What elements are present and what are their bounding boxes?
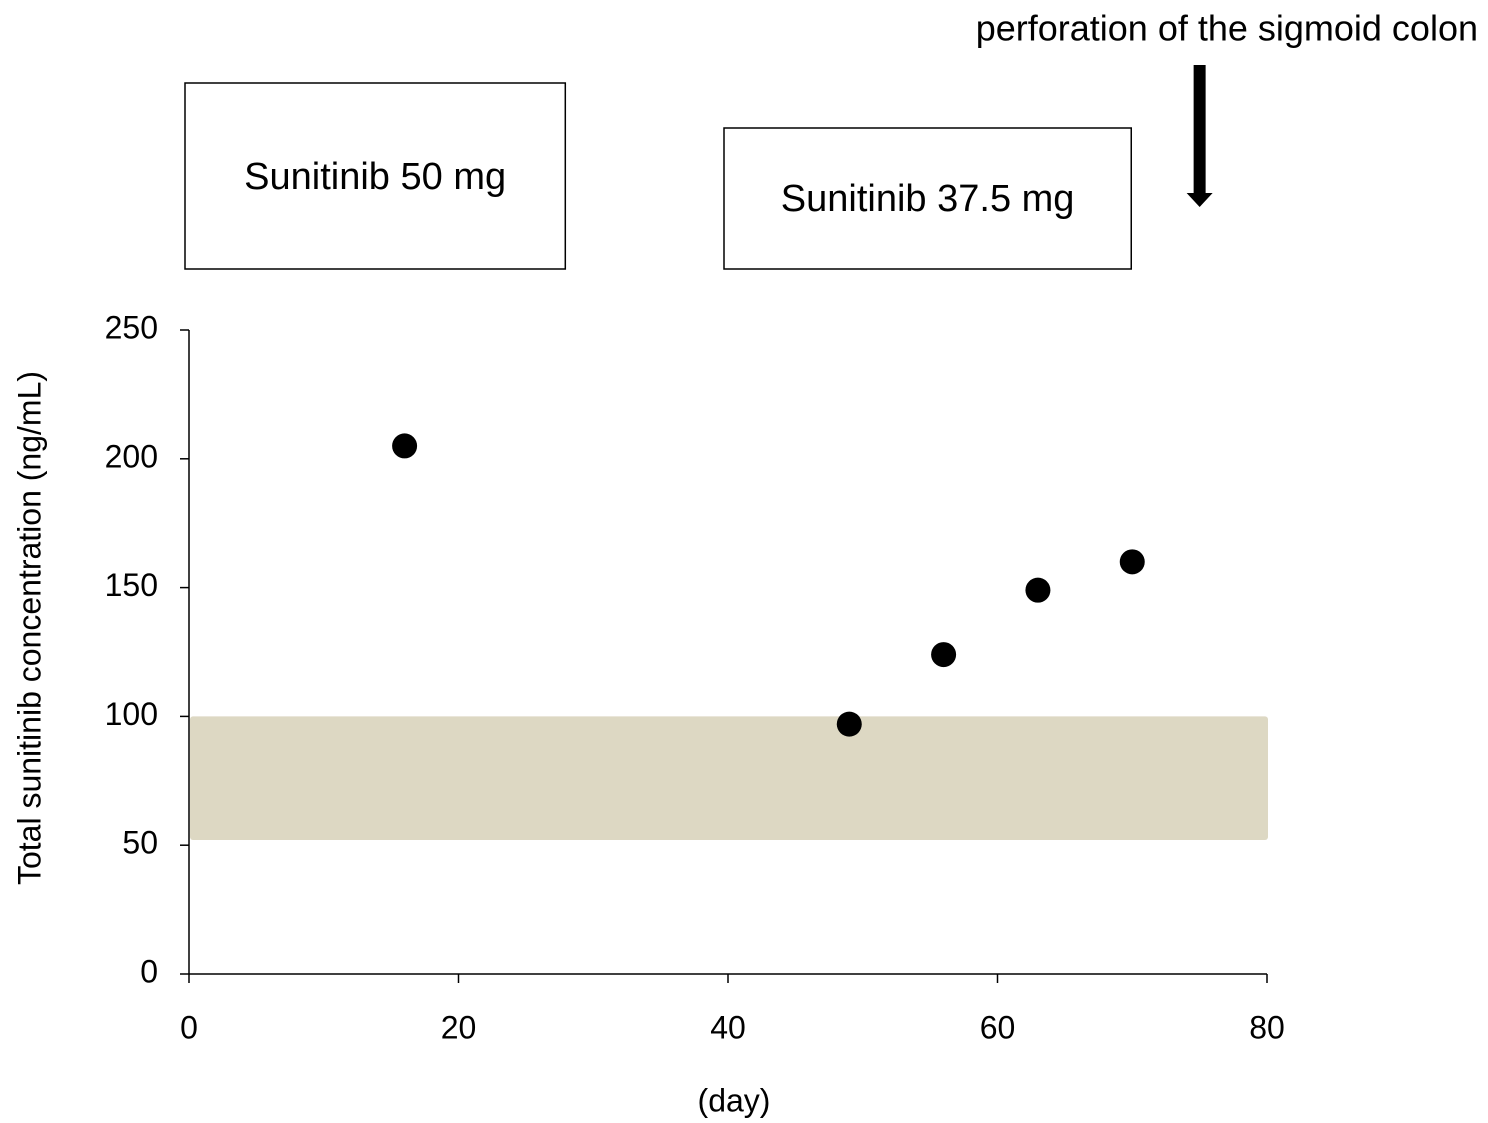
y-axis-title: Total sunitinib concentration (ng/mL) [11,371,47,885]
data-point [1025,577,1051,603]
dose-period-box [723,127,1132,270]
shaded-range [190,716,1268,841]
y-tick-label: 0 [140,953,158,989]
dose-period-label: Sunitinib 37.5 mg [781,178,1075,220]
y-tick-label: 250 [105,309,158,345]
data-point [836,711,862,737]
y-tick-label: 150 [105,567,158,603]
x-tick-label: 60 [980,1009,1016,1045]
y-tick-label: 200 [105,438,158,474]
x-tick-label: 0 [180,1009,198,1045]
y-tick-label: 100 [105,696,158,732]
y-tick-label: 50 [122,825,158,861]
data-point [1119,549,1145,575]
dose-period-box [184,82,567,270]
x-tick-label: 80 [1249,1009,1285,1045]
x-tick-label: 40 [710,1009,746,1045]
x-axis-title: (day) [698,1082,771,1118]
event-label: perforation of the sigmoid colon [976,8,1478,49]
data-point [392,433,418,459]
data-point [931,642,957,668]
dose-period-label: Sunitinib 50 mg [244,156,506,198]
x-tick-label: 20 [441,1009,477,1045]
event-arrow [1186,65,1213,207]
